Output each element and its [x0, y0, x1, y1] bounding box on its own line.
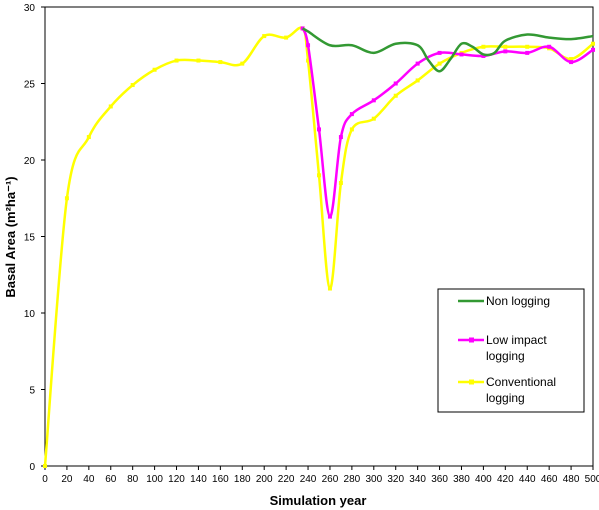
data-point-conventional-logging: [130, 83, 135, 88]
data-point-conventional-logging: [338, 180, 343, 185]
series-lines: [43, 26, 595, 468]
y-tick-label: 15: [24, 233, 36, 244]
x-tick-label: 80: [127, 474, 139, 485]
data-point-conventional-logging: [64, 196, 69, 201]
data-point-low-impact-logging: [393, 81, 398, 86]
legend-marker: [469, 379, 474, 385]
data-point-conventional-logging: [503, 44, 508, 49]
data-point-conventional-logging: [196, 58, 201, 63]
y-axis-title: Basal Area (m²ha⁻¹): [3, 176, 18, 297]
y-tick-label: 5: [29, 386, 35, 397]
data-point-conventional-logging: [174, 58, 179, 63]
x-tick-label: 300: [365, 474, 382, 485]
data-point-low-impact-logging: [415, 61, 420, 66]
x-tick-label: 220: [278, 474, 295, 485]
data-point-conventional-logging: [415, 78, 420, 83]
legend-marker: [469, 337, 474, 343]
data-point-low-impact-logging: [503, 49, 508, 54]
x-tick-label: 140: [190, 474, 207, 485]
data-point-conventional-logging: [371, 116, 376, 121]
data-point-low-impact-logging: [327, 214, 332, 219]
y-tick-label: 0: [29, 462, 35, 473]
data-point-conventional-logging: [108, 104, 113, 109]
legend-label: Non logging: [486, 294, 550, 308]
data-point-conventional-logging: [218, 60, 223, 65]
data-point-low-impact-logging: [481, 53, 486, 58]
legend: Non logging Low impact logging Conventional…: [437, 288, 585, 413]
legend-label: Low impact: [486, 333, 547, 347]
x-tick-label: 40: [83, 474, 95, 485]
y-tick-label: 10: [24, 309, 36, 320]
x-tick-label: 100: [146, 474, 163, 485]
x-axis-title: Simulation year: [270, 493, 367, 508]
legend-label: logging: [486, 349, 525, 363]
x-tick-label: 260: [322, 474, 339, 485]
x-tick-label: 240: [300, 474, 317, 485]
data-point-conventional-logging: [437, 61, 442, 66]
data-point-low-impact-logging: [306, 43, 311, 48]
x-tick-label: 120: [168, 474, 185, 485]
x-tick-label: 160: [212, 474, 229, 485]
x-tick-label: 20: [61, 474, 73, 485]
data-point-conventional-logging: [152, 67, 157, 72]
data-point-conventional-logging: [240, 61, 245, 66]
data-point-low-impact-logging: [569, 60, 574, 65]
data-point-conventional-logging: [569, 57, 574, 62]
x-tick-label: 60: [105, 474, 117, 485]
x-tick-label: 400: [475, 474, 492, 485]
data-point-conventional-logging: [327, 286, 332, 291]
data-point-low-impact-logging: [349, 112, 354, 117]
data-point-conventional-logging: [306, 58, 311, 63]
x-tick-label: 420: [497, 474, 514, 485]
data-point-conventional-logging: [262, 34, 267, 39]
data-point-conventional-logging: [284, 35, 289, 40]
data-point-conventional-logging: [43, 464, 47, 468]
data-point-low-impact-logging: [437, 50, 442, 55]
x-tick-label: 320: [387, 474, 404, 485]
data-point-conventional-logging: [591, 41, 595, 46]
data-point-conventional-logging: [393, 93, 398, 98]
x-tick-label: 360: [431, 474, 448, 485]
data-point-low-impact-logging: [525, 50, 530, 55]
legend-label: Conventional: [486, 375, 556, 389]
series-line-low-impact-logging: [301, 27, 594, 218]
y-tick-label: 25: [24, 80, 36, 91]
data-point-conventional-logging: [317, 173, 321, 178]
y-tick-label: 20: [24, 156, 36, 167]
data-point-low-impact-logging: [371, 98, 376, 103]
x-tick-label: 380: [453, 474, 470, 485]
x-tick-label: 180: [234, 474, 251, 485]
axes: 0 20 40 60 80 100 120 140 160 180 200 220 240 260 280 3…: [24, 3, 599, 485]
x-tick-label: 340: [409, 474, 426, 485]
data-point-conventional-logging: [481, 44, 486, 49]
x-tick-label: 500: [585, 474, 599, 485]
data-point-low-impact-logging: [317, 127, 321, 132]
legend-box: [437, 288, 585, 413]
y-tick-label: 30: [24, 3, 36, 14]
data-point-low-impact-logging: [591, 47, 595, 52]
data-point-conventional-logging: [86, 135, 91, 140]
data-point-low-impact-logging: [547, 44, 552, 49]
data-point-low-impact-logging: [459, 52, 464, 57]
x-tick-label: 480: [563, 474, 580, 485]
legend-label: logging: [486, 391, 525, 405]
x-tick-label: 460: [541, 474, 558, 485]
data-point-low-impact-logging: [338, 135, 343, 140]
series-line-non-logging: [301, 27, 594, 73]
x-tick-label: 440: [519, 474, 536, 485]
x-tick-label: 0: [42, 474, 48, 485]
data-point-conventional-logging: [349, 127, 354, 132]
x-tick-label: 280: [344, 474, 361, 485]
x-tick-label: 200: [256, 474, 273, 485]
data-point-conventional-logging: [525, 44, 530, 49]
